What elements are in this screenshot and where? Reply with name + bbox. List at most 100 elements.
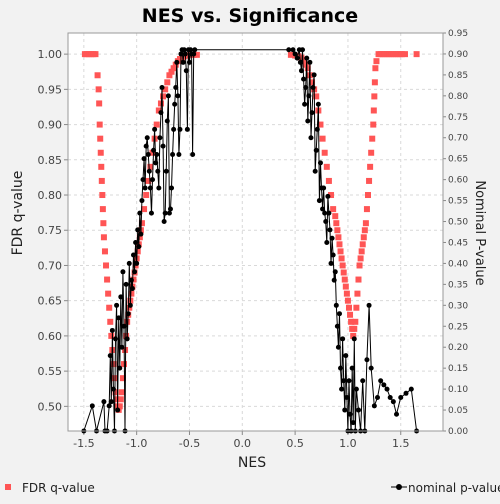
- fdr-q-value-point: [300, 58, 307, 65]
- fdr-q-value-point: [100, 234, 107, 241]
- nominal-p-value-point: [303, 84, 309, 90]
- nominal-p-value-point: [141, 156, 147, 162]
- nominal-p-value-point: [139, 198, 145, 204]
- legend-fdr-marker: [5, 484, 11, 490]
- fdr-q-value-point: [351, 325, 358, 332]
- fdr-q-value-point: [360, 234, 367, 241]
- nominal-p-value-point: [297, 59, 303, 65]
- y-left-tick-label: 0.50: [38, 400, 63, 413]
- nominal-p-value-point: [164, 118, 170, 124]
- nominal-p-value-point: [330, 252, 336, 258]
- legend: FDR q-value nominal p-value: [5, 481, 500, 495]
- nominal-p-value-point: [304, 55, 310, 61]
- fdr-q-value-point: [319, 135, 326, 142]
- fdr-q-value-point: [401, 51, 408, 58]
- x-tick-label: 1.0: [339, 437, 357, 450]
- x-tick-label: -1.0: [126, 437, 147, 450]
- fdr-q-value-point: [370, 107, 377, 114]
- y-right-tick-label: 0.95: [448, 29, 468, 39]
- nominal-p-value-point: [381, 382, 387, 388]
- nominal-p-value-point: [349, 365, 355, 371]
- nominal-p-value-point: [292, 51, 298, 57]
- nominal-p-value-point: [312, 168, 318, 174]
- nominal-p-value-point: [342, 407, 348, 413]
- y-left-tick-label: 0.75: [38, 224, 63, 237]
- nominal-p-value-point: [142, 185, 148, 191]
- nominal-p-value-point: [117, 365, 123, 371]
- fdr-q-value-point: [164, 79, 171, 86]
- y-right-tick-label: 0.60: [448, 176, 468, 186]
- nominal-p-value-point: [314, 126, 320, 132]
- fdr-q-value-point: [332, 213, 339, 220]
- nominal-p-value-point: [338, 365, 344, 371]
- fdr-q-value-point: [168, 68, 175, 75]
- fdr-q-value-point: [155, 107, 162, 114]
- fdr-q-value-point: [366, 177, 373, 184]
- fdr-q-value-point: [363, 206, 370, 213]
- fdr-q-value-point: [104, 276, 111, 283]
- nominal-p-value-point: [390, 399, 396, 405]
- fdr-q-value-point: [337, 248, 344, 255]
- y-right-tick-label: 0.55: [448, 197, 468, 207]
- fdr-q-value-point: [336, 241, 343, 248]
- nominal-p-value-point: [294, 55, 300, 61]
- nominal-p-value-point: [310, 84, 316, 90]
- fdr-q-value-point: [118, 389, 125, 396]
- nominal-p-value-point: [173, 84, 179, 90]
- y-left-tick-label: 0.70: [38, 259, 63, 272]
- nominal-p-value-point: [167, 206, 173, 212]
- nominal-p-value-point: [146, 168, 152, 174]
- fdr-q-value-point: [413, 51, 420, 58]
- x-tick-label: 0.5: [286, 437, 304, 450]
- nominal-p-value-point: [174, 59, 180, 65]
- fdr-q-value-point: [373, 58, 380, 65]
- y-left-tick-label: 0.95: [38, 83, 63, 96]
- nominal-p-value-point: [326, 210, 332, 216]
- fdr-q-value-point: [136, 234, 143, 241]
- nominal-p-value-point: [290, 47, 296, 53]
- legend-nominal-label: nominal p-value: [408, 481, 500, 495]
- nominal-p-value-point: [157, 135, 163, 141]
- fdr-q-value-point: [358, 248, 365, 255]
- nominal-p-value-point: [150, 177, 156, 183]
- nominal-p-value-point: [109, 327, 115, 333]
- nominal-p-value-point: [113, 336, 119, 342]
- y-right-tick-label: 0.85: [448, 71, 468, 81]
- fdr-q-value-point: [287, 51, 294, 58]
- fdr-q-value-point: [321, 149, 328, 156]
- fdr-q-value-point: [340, 269, 347, 276]
- nominal-p-value-point: [186, 59, 192, 65]
- fdr-q-value-point: [333, 220, 340, 227]
- chart-title: NES vs. Significance: [142, 5, 358, 27]
- nominal-p-value-point: [118, 294, 124, 300]
- nominal-p-value-point: [108, 399, 114, 405]
- fdr-q-value-point: [126, 304, 133, 311]
- nominal-p-value-point: [145, 151, 151, 157]
- nominal-p-value-point: [159, 84, 165, 90]
- fdr-q-value-point: [108, 332, 115, 339]
- y-right-tick-label: 0.05: [448, 406, 468, 416]
- nominal-p-value-point: [403, 390, 409, 396]
- nominal-p-value-point: [353, 386, 359, 392]
- nominal-p-value-point: [125, 311, 131, 317]
- y-right-tick-label: 0.25: [448, 322, 468, 332]
- nominal-p-value-point: [328, 260, 334, 266]
- nominal-p-value-point: [171, 126, 177, 132]
- fdr-q-value-point: [181, 53, 188, 60]
- nominal-p-value-point: [341, 378, 347, 384]
- fdr-q-value-point: [325, 177, 332, 184]
- nominal-p-value-point: [155, 168, 161, 174]
- y-left-tick-label: 0.65: [38, 295, 63, 308]
- fdr-q-value-point: [149, 149, 156, 156]
- fdr-q-value-point: [116, 403, 123, 410]
- fdr-q-value-point: [338, 255, 345, 262]
- fdr-q-value-point: [339, 262, 346, 269]
- nominal-p-value-point: [322, 210, 328, 216]
- fdr-q-value-point: [147, 163, 154, 170]
- nominal-p-value-point: [188, 47, 194, 53]
- fdr-q-value-point: [341, 276, 348, 283]
- nominal-p-value-point: [165, 93, 171, 99]
- nominal-p-value-point: [298, 68, 304, 74]
- fdr-q-value-point: [344, 297, 351, 304]
- nominal-p-value-point: [371, 403, 377, 409]
